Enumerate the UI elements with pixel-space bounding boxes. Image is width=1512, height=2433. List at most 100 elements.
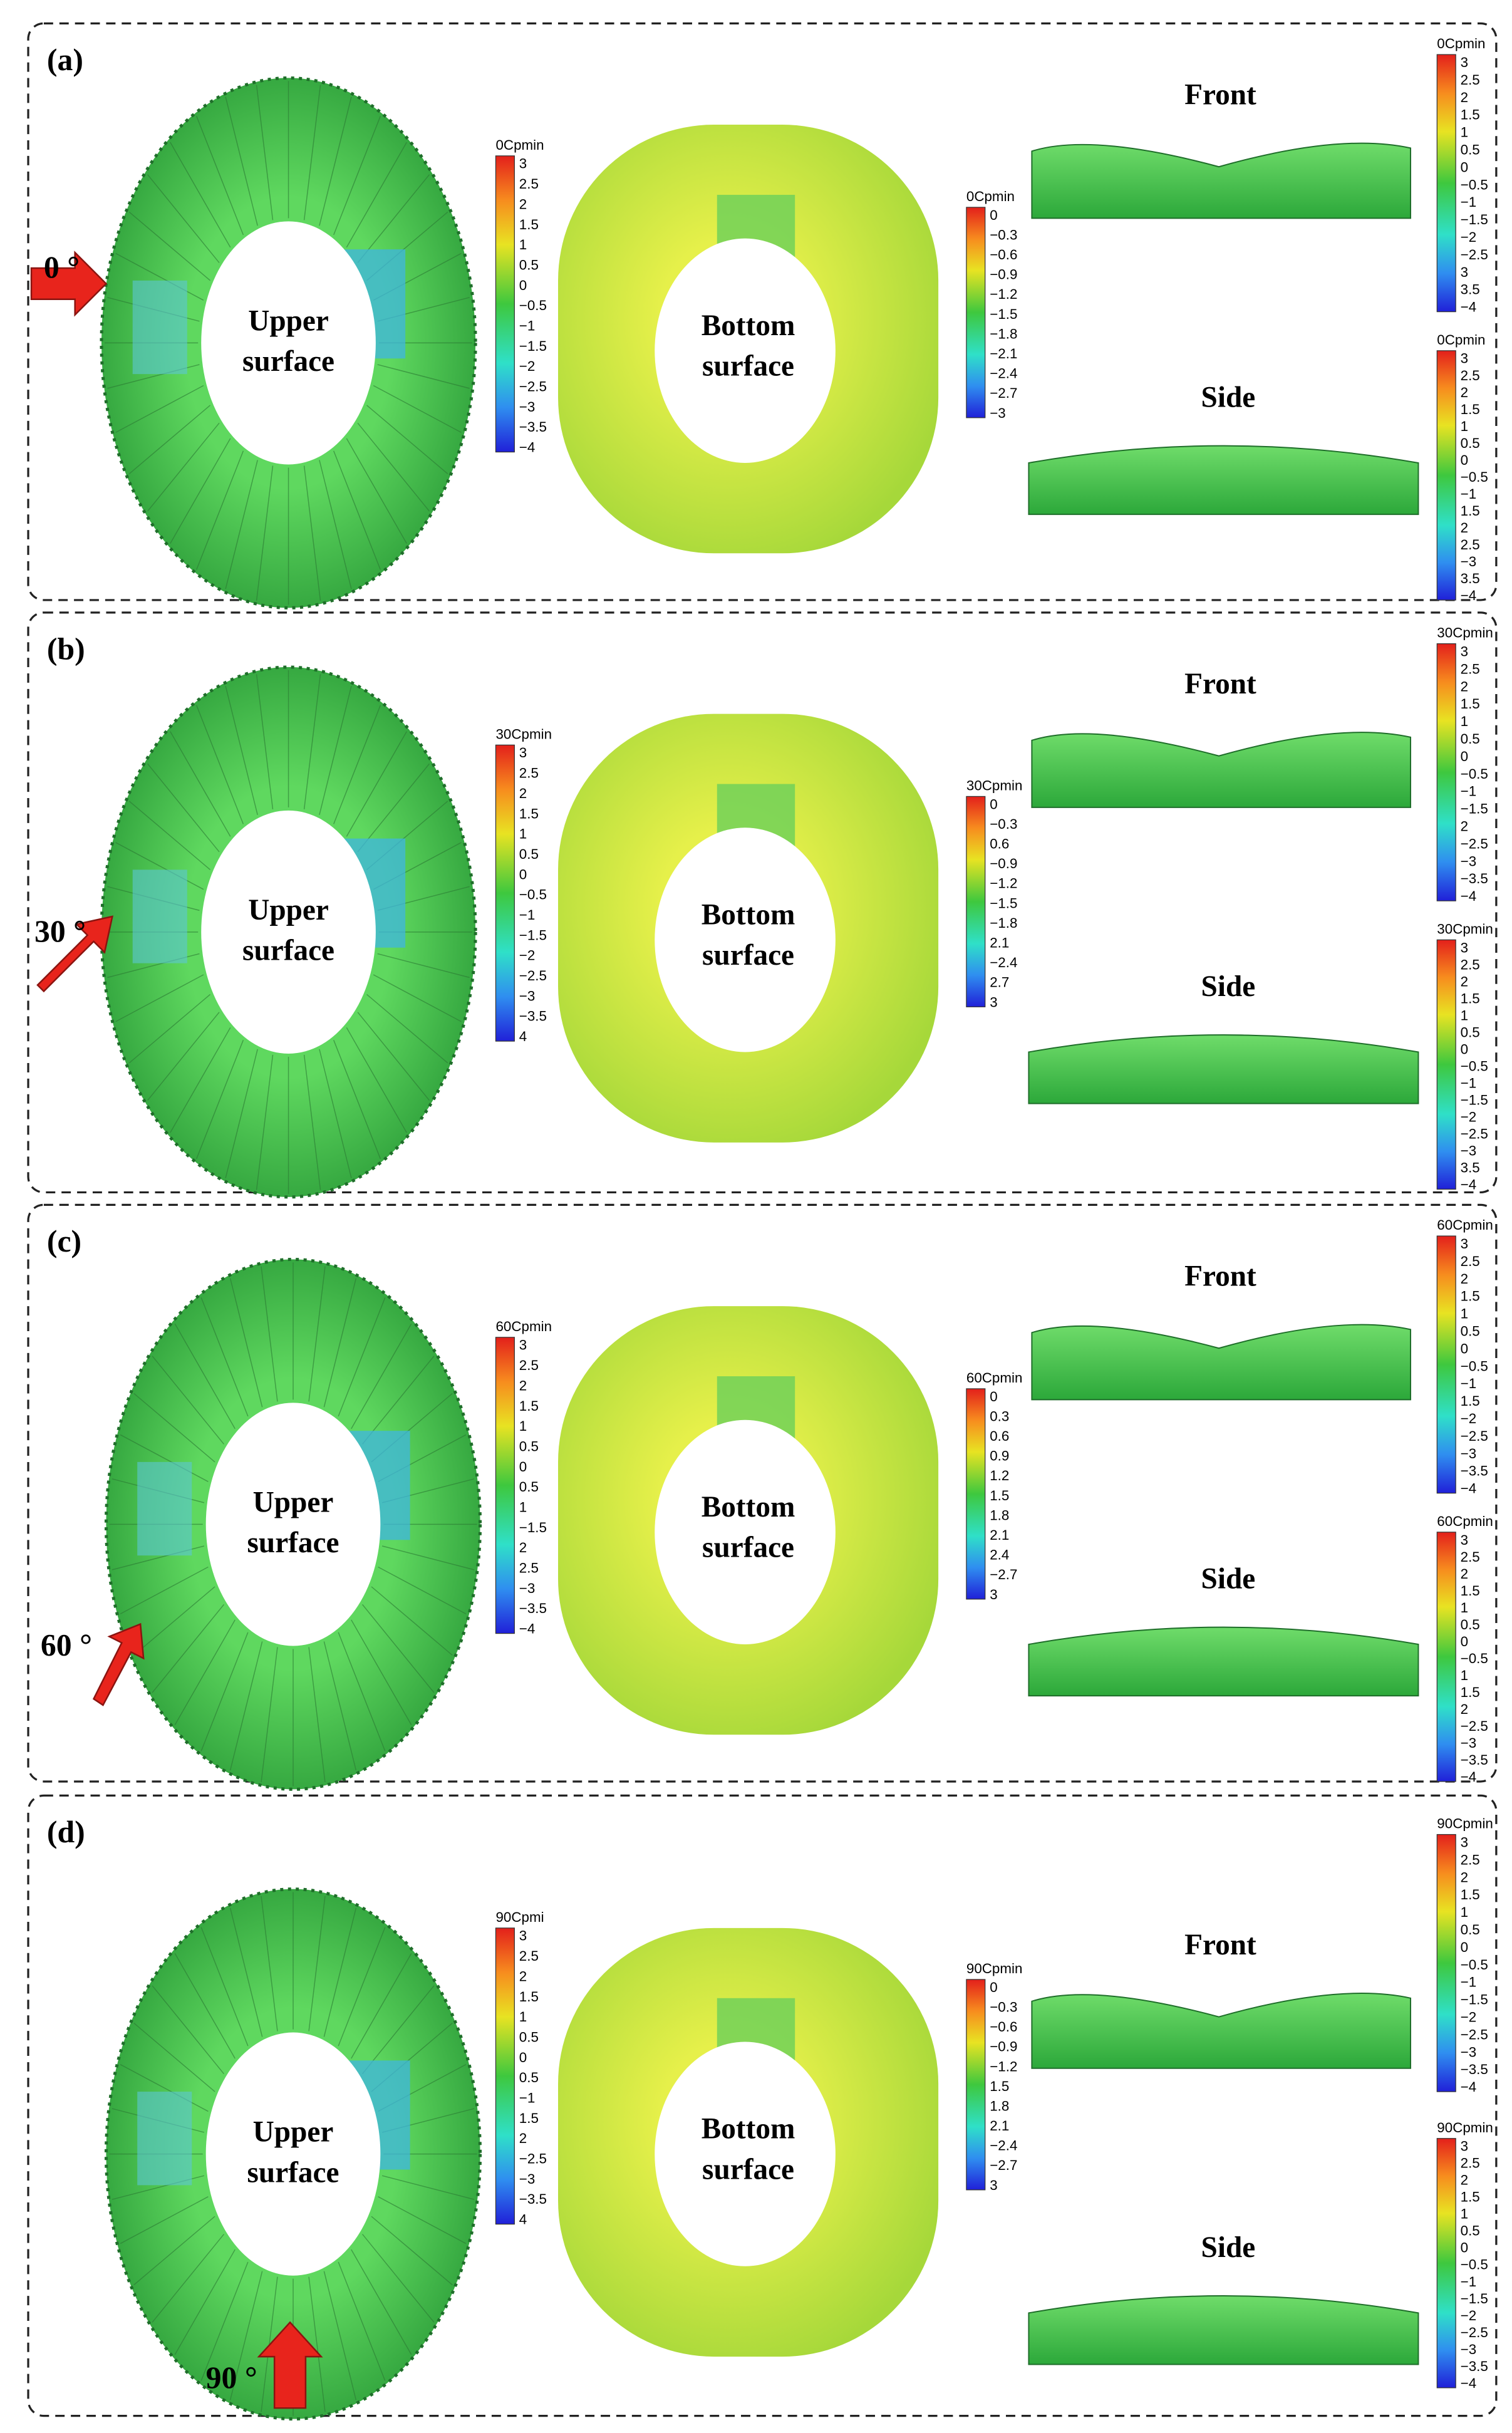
rib — [333, 705, 381, 824]
rib — [147, 1012, 220, 1101]
colorbar-tick-label: 1 — [1461, 1306, 1468, 1322]
rib — [338, 1297, 386, 1417]
colorbar-tick-label: 0.5 — [519, 1438, 539, 1454]
upper-label: surface — [242, 345, 334, 378]
rib — [196, 705, 244, 824]
rib — [319, 460, 352, 589]
colorbar-tick-label: −2.5 — [1461, 247, 1488, 262]
colorbar-tick-label: −4 — [1461, 2079, 1477, 2095]
colorbar-tick-label: −3 — [990, 405, 1006, 421]
colorbar-tick-label: −4 — [1461, 2375, 1477, 2391]
colorbar-title: 30Cpmin — [966, 777, 1023, 793]
colorbar-tick-label: 0 — [1461, 452, 1468, 468]
colorbar-tick-label: −3.5 — [519, 419, 547, 435]
colorbar-tick-label: 0.5 — [519, 257, 539, 272]
rib — [147, 763, 220, 853]
colorbar-tick-label: −1.2 — [990, 286, 1017, 302]
colorbar-tick-label: −0.3 — [990, 816, 1017, 832]
panel: (c) Upper surface 60 ° Bottom surface Front Sid… — [27, 1203, 1498, 1791]
front-view — [1031, 732, 1412, 808]
colorbar-tick-label: −1.5 — [1461, 2291, 1488, 2306]
colorbar-tick-label: −3 — [519, 2171, 536, 2187]
colorbar-tick-label: −2.5 — [519, 968, 547, 983]
colorbar-tick-label: −3 — [1461, 1143, 1477, 1158]
colorbar-tick-label: 0.5 — [1461, 435, 1480, 451]
rib — [152, 2234, 225, 2323]
rib — [351, 1953, 412, 2059]
rib — [338, 2261, 386, 2381]
colorbar-tick-label: −3.5 — [1461, 1752, 1488, 1768]
side-view — [1028, 445, 1419, 516]
rib — [346, 1027, 407, 1133]
rib — [115, 252, 204, 301]
bottom-hole — [655, 2041, 836, 2266]
colorbar-tick-label: 3 — [990, 1587, 997, 1602]
upper-hole — [201, 810, 376, 1054]
rib — [256, 85, 274, 220]
colorbar-tick-label: 3 — [1461, 54, 1468, 70]
colorbar-tick-label: 3.5 — [1461, 282, 1480, 298]
rib — [200, 2261, 249, 2381]
rib — [128, 211, 211, 281]
colorbar-tick-label: 0 — [990, 1979, 997, 1995]
rib — [170, 438, 231, 544]
colorbar — [1436, 350, 1456, 601]
upper-label: surface — [242, 935, 334, 967]
colorbar-tick-label: 1.5 — [1461, 1887, 1480, 1902]
rib — [170, 731, 231, 837]
colorbar-tick-label: −2.5 — [519, 379, 547, 395]
rib — [170, 142, 231, 248]
rib — [225, 1049, 258, 1178]
colorbar-tick-label: 2 — [1461, 1271, 1468, 1287]
upper-hole — [201, 221, 376, 465]
colorbar-tick-label: 2.5 — [519, 1560, 539, 1576]
side-label: Side — [1201, 1562, 1256, 1595]
colorbar-tick-label: −0.9 — [990, 267, 1017, 283]
colorbar — [1436, 2138, 1456, 2389]
colorbar-tick-label: 0.6 — [990, 1428, 1009, 1444]
colorbar-tick-label: 3 — [1461, 1236, 1468, 1252]
colorbar-tick-label: 1.5 — [1461, 2189, 1480, 2205]
colorbar-title: 30Cpmin — [1437, 921, 1493, 936]
colorbar-tick-label: −0.5 — [1461, 2257, 1488, 2273]
rib — [133, 1393, 215, 1463]
colorbar-tick-label: 1.5 — [1461, 1289, 1480, 1304]
rib — [381, 1545, 475, 1570]
rib — [323, 1907, 357, 2037]
colorbar-tick-label: 2.4 — [990, 1547, 1009, 1563]
rib — [333, 450, 381, 570]
colorbar — [495, 155, 515, 453]
colorbar-tick-label: −2 — [1461, 2308, 1477, 2323]
colorbar-tick-label: −0.5 — [1461, 1058, 1488, 1074]
colorbar-tick-label: −0.5 — [519, 298, 547, 313]
panel-frame — [27, 1794, 1498, 2417]
rib — [371, 1586, 453, 1656]
front-label: Front — [1184, 79, 1256, 112]
rib — [373, 974, 462, 1022]
colorbar-tick-label: −4 — [519, 1621, 536, 1637]
colorbar-tick-label: 0.5 — [1461, 1324, 1480, 1339]
colorbar-tick-label: −1 — [1461, 784, 1477, 799]
rib — [196, 116, 244, 236]
rib — [174, 1323, 236, 1429]
colorbar-tick-label: 2 — [1461, 973, 1468, 989]
colorbar-tick-label: −1.5 — [990, 895, 1017, 911]
colorbar-tick-label: 1.5 — [1461, 402, 1480, 417]
panel: (b) Upper surface 30 ° Bottom surface Front Sid… — [27, 611, 1498, 1199]
rib — [120, 1434, 209, 1482]
colorbar-tick-label: 0 — [990, 1389, 997, 1404]
colorbar-tick-label: 3 — [1461, 940, 1468, 955]
colorbar — [1436, 54, 1456, 313]
rib — [308, 1647, 326, 1783]
colorbar-tick-label: 0.5 — [1461, 1024, 1480, 1040]
bottom-hole — [655, 1419, 836, 1644]
colorbar-tick-label: −1 — [1461, 1075, 1477, 1091]
colorbar-title: 60Cpmin — [1437, 1513, 1493, 1529]
rib — [152, 1604, 225, 1693]
colorbar-tick-label: −2 — [1461, 1109, 1477, 1124]
colorbar-title: 90Cpmi — [495, 1909, 544, 1925]
rib — [373, 385, 462, 433]
colorbar-tick-label: −1 — [1461, 194, 1477, 210]
rib — [338, 1927, 386, 2047]
rib — [229, 1278, 263, 1408]
